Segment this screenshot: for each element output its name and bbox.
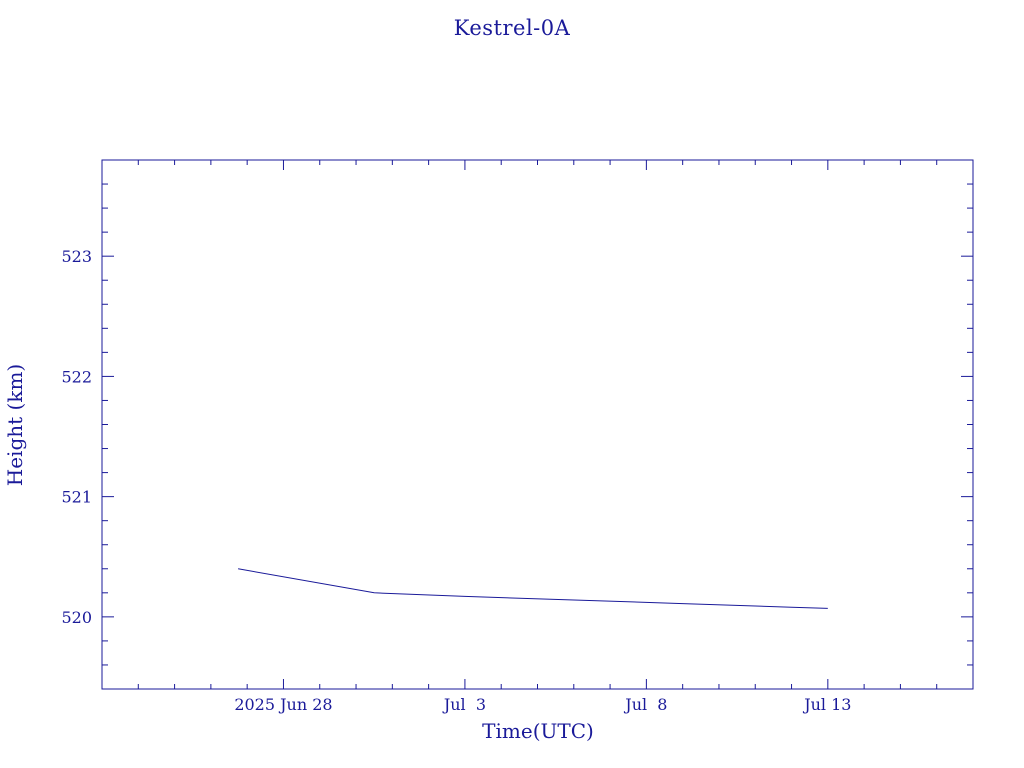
x-tick-label: Jul 8 bbox=[623, 695, 667, 714]
y-tick-label: 520 bbox=[61, 608, 92, 627]
tick-labels: 2025 Jun 28 Jul 3 Jul 8 Jul 13 520 521 522 523 bbox=[61, 247, 851, 714]
x-tick-label: Jul 3 bbox=[442, 695, 486, 714]
plot-frame bbox=[101, 159, 974, 690]
chart-title: Kestrel-0A bbox=[453, 16, 571, 40]
y-tick-label: 522 bbox=[61, 367, 92, 386]
x-tick-label: Jul 13 bbox=[802, 695, 851, 714]
y-axis-label: Height (km) bbox=[3, 363, 27, 487]
series-line bbox=[238, 568, 828, 609]
series-group bbox=[238, 568, 828, 609]
y-tick-label: 521 bbox=[61, 488, 92, 507]
x-axis-label: Time(UTC) bbox=[482, 719, 594, 743]
y-tick-label: 523 bbox=[61, 247, 92, 266]
x-tick-label: 2025 Jun 28 bbox=[234, 695, 332, 714]
axis-ticks bbox=[102, 160, 973, 689]
